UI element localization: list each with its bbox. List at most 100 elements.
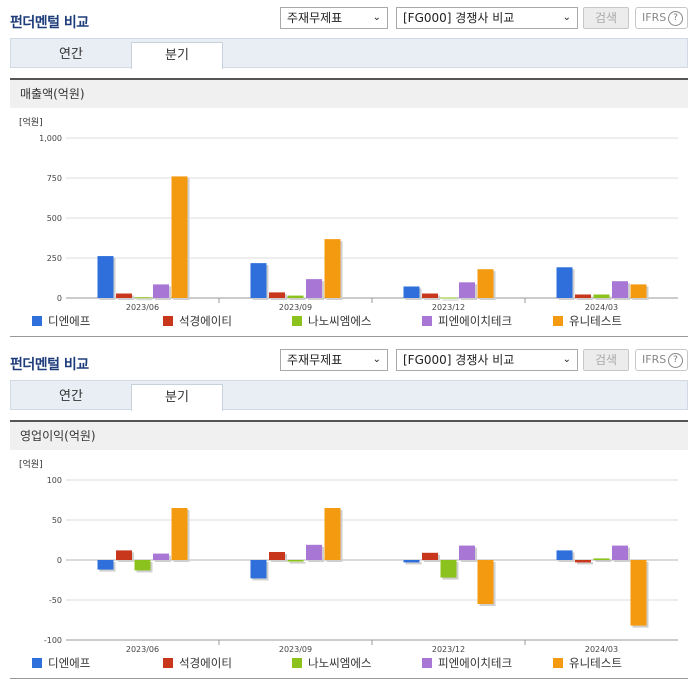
- bar: [250, 263, 267, 298]
- legend-swatch: [292, 658, 302, 668]
- help-icon[interactable]: ?: [668, 353, 683, 368]
- tab-quarterly[interactable]: 분기: [131, 42, 223, 69]
- bar: [575, 294, 591, 298]
- section-header: 펀더멘털 비교 주재무제표 ⌄ [FG000] 경쟁사 비교 ⌄ 검색 IFRS…: [0, 342, 696, 378]
- y-tick-label: -100: [44, 636, 62, 645]
- search-button[interactable]: 검색: [583, 349, 629, 371]
- chart-panel: 매출액(억원) [억원] 1,000 750 500 250 0 2023/06 2023/0…: [10, 78, 688, 338]
- ifrs-label: IFRS: [642, 11, 667, 24]
- legend-item[interactable]: 유니테스트: [553, 656, 622, 670]
- chevron-down-icon: ⌄: [562, 354, 571, 365]
- legend-label: 피엔에이치테크: [438, 314, 512, 328]
- x-tick-label: 2023/09: [279, 303, 312, 312]
- statement-select-value: 주재무제표: [287, 11, 343, 25]
- metric-label: 영업이익(억원): [10, 422, 688, 450]
- bar: [575, 560, 591, 563]
- group-select[interactable]: [FG000] 경쟁사 비교 ⌄: [396, 349, 578, 371]
- bar: [134, 560, 151, 571]
- statement-select[interactable]: 주재무제표 ⌄: [280, 7, 388, 29]
- divider: [10, 336, 688, 337]
- bar: [97, 560, 114, 570]
- fundamental-section-1: 펀더멘털 비교 주재무제표 ⌄ [FG000] 경쟁사 비교 ⌄ 검색 IFRS…: [0, 0, 696, 338]
- legend-item[interactable]: 나노씨엠에스: [292, 656, 371, 670]
- legend-label: 유니테스트: [569, 314, 622, 328]
- divider: [10, 678, 688, 679]
- x-tick-label: 2023/12: [432, 645, 465, 654]
- bar: [593, 558, 610, 560]
- ifrs-button[interactable]: IFRS ?: [635, 7, 688, 29]
- bar: [116, 550, 132, 560]
- legend-label: 석경에이티: [179, 314, 232, 328]
- fundamental-section-2: 펀더멘털 비교 주재무제표 ⌄ [FG000] 경쟁사 비교 ⌄ 검색 IFRS…: [0, 342, 696, 680]
- y-tick-label: 0: [57, 556, 62, 565]
- operating-profit-chart: [억원] 100 50 0 -50 -100 2023/06 2023/09 2023/12 20…: [19, 458, 678, 670]
- bar: [630, 560, 647, 626]
- bar-shadow: [289, 297, 306, 300]
- section-title: 펀더멘털 비교: [10, 15, 89, 31]
- bar: [477, 560, 494, 604]
- bar: [269, 292, 285, 298]
- period-tabs: 연간 분기: [10, 38, 688, 69]
- bar: [593, 294, 610, 298]
- ifrs-button[interactable]: IFRS ?: [635, 349, 688, 371]
- bar: [269, 552, 285, 560]
- statement-select[interactable]: 주재무제표 ⌄: [280, 349, 388, 371]
- group-select[interactable]: [FG000] 경쟁사 비교 ⌄: [396, 7, 578, 29]
- tab-annual[interactable]: 연간: [59, 47, 83, 62]
- legend-swatch: [422, 316, 432, 326]
- statement-select-value: 주재무제표: [287, 353, 343, 367]
- legend-swatch: [553, 316, 563, 326]
- bar: [171, 508, 188, 560]
- bar: [612, 545, 628, 560]
- x-tick-label: 2023/06: [126, 303, 159, 312]
- bar: [556, 267, 573, 298]
- x-tick-label: 2024/03: [585, 645, 618, 654]
- bar: [116, 293, 132, 298]
- x-tick-label: 2024/03: [585, 303, 618, 312]
- legend-item[interactable]: 유니테스트: [553, 314, 622, 328]
- legend-item[interactable]: 석경에이티: [163, 314, 232, 328]
- legend-label: 석경에이티: [179, 656, 232, 670]
- bar: [324, 508, 341, 560]
- bar: [556, 550, 573, 560]
- bar: [440, 297, 457, 299]
- bar: [153, 284, 169, 298]
- ifrs-label: IFRS: [642, 353, 667, 366]
- legend-item[interactable]: 피엔에이치테크: [422, 314, 512, 328]
- y-tick-label: -50: [49, 596, 62, 605]
- bar-shadow: [577, 562, 593, 565]
- search-button[interactable]: 검색: [583, 7, 629, 29]
- help-icon[interactable]: ?: [668, 11, 683, 26]
- bar-shadow: [136, 299, 153, 301]
- legend-label: 나노씨엠에스: [308, 656, 371, 670]
- legend-label: 디엔에프: [48, 656, 90, 670]
- bar: [422, 552, 438, 560]
- legend-item[interactable]: 나노씨엠에스: [292, 314, 371, 328]
- revenue-chart: [억원] 1,000 750 500 250 0 2023/06 2023/09 2023/12…: [19, 116, 678, 328]
- bar-shadow: [289, 562, 306, 564]
- legend-item[interactable]: 디엔에프: [32, 314, 90, 328]
- bar: [250, 560, 267, 579]
- bar: [97, 256, 114, 298]
- bar-shadow: [595, 560, 612, 562]
- legend-swatch: [32, 316, 42, 326]
- legend-label: 피엔에이치테크: [438, 656, 512, 670]
- metric-label: 매출액(억원): [10, 80, 688, 108]
- legend-swatch: [163, 316, 173, 326]
- y-tick-label: 500: [47, 214, 62, 223]
- chart-panel: 영업이익(억원) [억원] 100 50 0 -50 -100 2023/06 2023/09…: [10, 420, 688, 680]
- x-tick-label: 2023/12: [432, 303, 465, 312]
- legend-swatch: [292, 316, 302, 326]
- tab-annual[interactable]: 연간: [59, 389, 83, 404]
- legend-item[interactable]: 디엔에프: [32, 656, 90, 670]
- legend-item[interactable]: 피엔에이치테크: [422, 656, 512, 670]
- legend-item[interactable]: 석경에이티: [163, 656, 232, 670]
- x-tick-label: 2023/09: [279, 645, 312, 654]
- bar: [459, 282, 475, 298]
- bar-shadow: [405, 562, 422, 565]
- bar: [134, 297, 151, 299]
- bar: [306, 279, 322, 298]
- tab-quarterly[interactable]: 분기: [131, 384, 223, 411]
- legend-label: 나노씨엠에스: [308, 314, 371, 328]
- group-select-value: [FG000] 경쟁사 비교: [403, 353, 515, 367]
